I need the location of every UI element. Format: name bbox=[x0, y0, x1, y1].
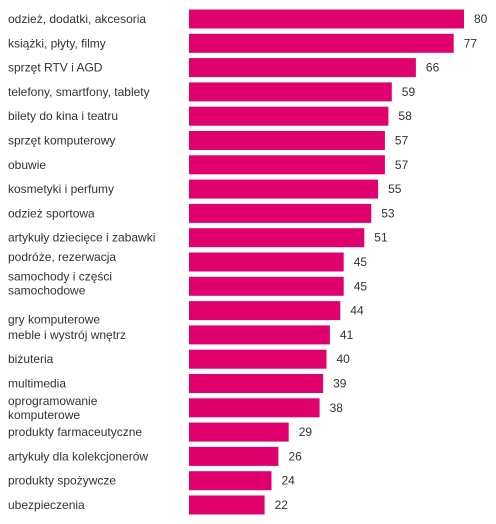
category-label-4: telefony, smartfony, tablety bbox=[8, 85, 150, 99]
value-label-12: 45 bbox=[354, 279, 368, 293]
category-label-14: meble i wystrój wnętrz bbox=[8, 328, 126, 342]
value-label-18: 29 bbox=[299, 425, 313, 439]
category-label-20: produkty spożywcze bbox=[8, 474, 116, 488]
category-label-18: produkty farmaceutyczne bbox=[8, 425, 142, 439]
category-label-13: gry komputerowe bbox=[8, 313, 100, 327]
bar-19 bbox=[189, 446, 279, 466]
value-label-21: 22 bbox=[275, 498, 289, 512]
category-label-2: książki, płyty, filmy bbox=[8, 36, 106, 50]
category-label-6: sprzęt komputerowy bbox=[8, 134, 115, 148]
bar-7 bbox=[189, 155, 385, 175]
bar-8 bbox=[189, 179, 379, 199]
bar-5 bbox=[189, 106, 389, 126]
value-label-15: 40 bbox=[337, 352, 351, 366]
bar-14 bbox=[189, 325, 330, 345]
value-label-4: 59 bbox=[402, 85, 416, 99]
bar-1 bbox=[189, 9, 464, 29]
category-label-9: odzież sportowa bbox=[8, 206, 95, 220]
value-label-13: 44 bbox=[350, 304, 364, 318]
category-label-12: samochody i części samochodowe bbox=[8, 269, 112, 297]
value-label-10: 51 bbox=[374, 231, 388, 245]
value-label-16: 39 bbox=[333, 377, 347, 391]
bar-2 bbox=[189, 33, 454, 53]
bar-16 bbox=[189, 374, 324, 393]
value-label-9: 53 bbox=[381, 206, 395, 220]
value-label-14: 41 bbox=[340, 328, 354, 342]
category-label-10: artykuły dziecięce i zabawki bbox=[8, 231, 155, 245]
bar-20 bbox=[189, 471, 272, 491]
category-label-17: oprogramowanie komputerowe bbox=[8, 394, 98, 422]
category-label-8: kosmetyki i perfumy bbox=[8, 182, 114, 196]
value-label-7: 57 bbox=[395, 158, 409, 172]
category-label-15: biżuteria bbox=[8, 352, 54, 366]
category-label-5: bilety do kina i teatru bbox=[8, 109, 118, 123]
value-label-6: 57 bbox=[395, 134, 409, 148]
category-label-11: podróże, rezerwacja bbox=[8, 250, 116, 264]
value-label-1: 80 bbox=[474, 12, 488, 26]
bar-18 bbox=[189, 422, 289, 442]
bars bbox=[189, 9, 464, 515]
category-labels: odzież, dodatki, akcesoria książki, płyty… bbox=[8, 12, 155, 512]
bar-3 bbox=[189, 58, 416, 78]
bar-15 bbox=[189, 349, 327, 369]
value-label-5: 58 bbox=[398, 109, 412, 123]
value-label-17: 38 bbox=[330, 401, 344, 415]
bar-9 bbox=[189, 203, 372, 223]
value-label-8: 55 bbox=[388, 182, 402, 196]
bar-12 bbox=[189, 276, 344, 296]
category-label-7: obuwie bbox=[8, 158, 46, 172]
category-label-1: odzież, dodatki, akcesoria bbox=[8, 12, 146, 26]
category-label-16: multimedia bbox=[8, 377, 66, 391]
category-label-3: sprzęt RTV i AGD bbox=[8, 61, 103, 75]
bar-11 bbox=[189, 252, 344, 272]
bar-17 bbox=[189, 398, 320, 418]
value-label-3: 66 bbox=[426, 61, 440, 75]
value-label-19: 26 bbox=[288, 449, 302, 463]
category-label-19: artykuły dla kolekcjonerów bbox=[8, 449, 148, 463]
value-labels: 80 77 66 59 58 57 57 55 53 51 45 45 44 41 40 39 38 29 26 24… bbox=[275, 12, 488, 512]
bar-21 bbox=[189, 495, 265, 515]
bar-4 bbox=[189, 82, 392, 102]
bar-13 bbox=[189, 301, 341, 321]
value-label-2: 77 bbox=[464, 36, 478, 50]
category-label-21: ubezpieczenia bbox=[8, 498, 85, 512]
bar-10 bbox=[189, 228, 365, 248]
value-label-11: 45 bbox=[354, 255, 368, 269]
value-label-20: 24 bbox=[282, 474, 296, 488]
bar-6 bbox=[189, 131, 385, 150]
